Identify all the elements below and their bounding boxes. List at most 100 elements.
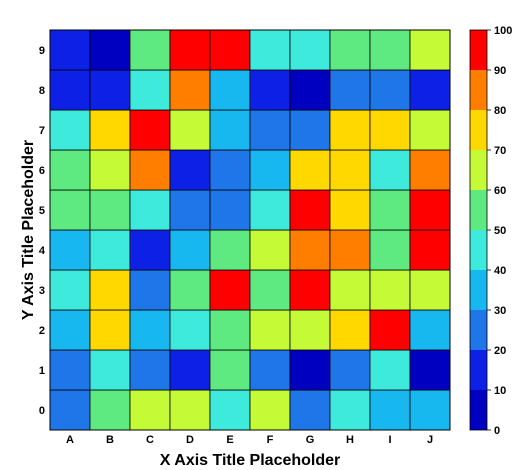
heatmap-cell-D-9 — [169, 29, 211, 71]
colorbar-tick-label: 80 — [494, 105, 506, 117]
heatmap-cell-E-9 — [209, 29, 251, 71]
y-tick-label: 3 — [39, 285, 45, 297]
plot-frame — [49, 29, 451, 431]
heatmap-cell-H-4 — [329, 229, 371, 271]
heatmap-cell-E-1 — [209, 349, 251, 391]
heatmap-cell-H-6 — [329, 149, 371, 191]
y-axis-title: Y Axis Title Placeholder — [20, 140, 37, 320]
heatmap-cell-H-8 — [329, 69, 371, 111]
heatmap-cell-A-9 — [49, 29, 91, 71]
heatmap-cell-A-4 — [49, 229, 91, 271]
heatmap-cell-A-8 — [49, 69, 91, 111]
x-tick-label: H — [346, 434, 354, 446]
colorbar-segment — [470, 70, 487, 110]
heatmap-cell-F-3 — [249, 269, 291, 311]
colorbar-tick-label: 90 — [494, 65, 506, 77]
heatmap-cell-G-2 — [289, 309, 331, 351]
heatmap-cell-H-3 — [329, 269, 371, 311]
x-tick-label: F — [267, 434, 274, 446]
heatmap-cell-G-6 — [289, 149, 331, 191]
heatmap-cell-J-3 — [409, 269, 451, 311]
colorbar-segment — [470, 190, 487, 230]
heatmap-cell-B-0 — [89, 389, 131, 431]
heatmap-cell-B-7 — [89, 109, 131, 151]
colorbar-tick-label: 30 — [494, 305, 506, 317]
heatmap-cell-E-2 — [209, 309, 251, 351]
colorbar-tick-label: 20 — [494, 345, 506, 357]
heatmap-cell-J-5 — [409, 189, 451, 231]
colorbar-segment — [470, 310, 487, 350]
heatmap-cell-D-0 — [169, 389, 211, 431]
heatmap-cell-H-9 — [329, 29, 371, 71]
heatmap-cell-C-2 — [129, 309, 171, 351]
colorbar-tick-label: 70 — [494, 145, 506, 157]
colorbar-segment — [470, 150, 487, 190]
colorbar-segment — [470, 270, 487, 310]
heatmap-cell-D-5 — [169, 189, 211, 231]
colorbar-segment — [470, 230, 487, 270]
heatmap-cell-F-2 — [249, 309, 291, 351]
heatmap-cell-F-6 — [249, 149, 291, 191]
heatmap-cell-I-7 — [369, 109, 411, 151]
colorbar-segment — [470, 390, 487, 430]
heatmap-cell-J-7 — [409, 109, 451, 151]
heatmap-cell-B-9 — [89, 29, 131, 71]
colorbar-tick-label: 60 — [494, 185, 506, 197]
y-tick-label: 7 — [39, 125, 45, 137]
heatmap-cell-C-5 — [129, 189, 171, 231]
colorbar-tick-label: 50 — [494, 225, 506, 237]
heatmap-cell-G-4 — [289, 229, 331, 271]
heatmap-cell-F-7 — [249, 109, 291, 151]
colorbar — [469, 29, 488, 431]
x-tick-label: J — [427, 434, 433, 446]
x-tick-labels: A B C D E F G H I J — [66, 434, 433, 446]
heatmap-cell-C-1 — [129, 349, 171, 391]
heatmap-cell-E-5 — [209, 189, 251, 231]
heatmap-cell-I-2 — [369, 309, 411, 351]
heatmap-cell-B-4 — [89, 229, 131, 271]
y-tick-label: 2 — [39, 325, 45, 337]
heatmap-cell-F-9 — [249, 29, 291, 71]
colorbar-tick-label: 100 — [494, 25, 512, 37]
heatmap-cell-C-7 — [129, 109, 171, 151]
heatmap-cell-A-6 — [49, 149, 91, 191]
heatmap-cell-B-2 — [89, 309, 131, 351]
heatmap-cell-G-0 — [289, 389, 331, 431]
heatmap-cell-F-1 — [249, 349, 291, 391]
colorbar-tick-label: 10 — [494, 385, 506, 397]
colorbar-tick-label: 40 — [494, 265, 506, 277]
heatmap-cell-C-0 — [129, 389, 171, 431]
x-axis-title: X Axis Title Placeholder — [160, 452, 341, 469]
heatmap-cell-E-4 — [209, 229, 251, 271]
heatmap-cell-G-3 — [289, 269, 331, 311]
colorbar-segment — [470, 110, 487, 150]
heatmap-cell-F-4 — [249, 229, 291, 271]
heatmap-cell-A-3 — [49, 269, 91, 311]
x-tick-label: A — [66, 434, 74, 446]
heatmap-cell-B-8 — [89, 69, 131, 111]
y-tick-label: 5 — [39, 205, 45, 217]
heatmap-cell-A-7 — [49, 109, 91, 151]
heatmap-cell-E-0 — [209, 389, 251, 431]
heatmap-cell-C-3 — [129, 269, 171, 311]
y-tick-label: 4 — [39, 245, 46, 257]
y-tick-label: 8 — [39, 85, 45, 97]
heatmap-cell-B-3 — [89, 269, 131, 311]
heatmap-cell-B-5 — [89, 189, 131, 231]
x-tick-label: I — [388, 434, 391, 446]
heatmap-cell-G-5 — [289, 189, 331, 231]
heatmap-cell-D-6 — [169, 149, 211, 191]
heatmap-cell-D-4 — [169, 229, 211, 271]
heatmap-cell-E-7 — [209, 109, 251, 151]
heatmap-cell-G-1 — [289, 349, 331, 391]
heatmap-cell-B-1 — [89, 349, 131, 391]
x-tick-label: G — [306, 434, 315, 446]
heatmap-cell-E-6 — [209, 149, 251, 191]
colorbar-tick-label: 0 — [494, 425, 500, 437]
heatmap-cell-C-9 — [129, 29, 171, 71]
heatmap-cell-A-0 — [49, 389, 91, 431]
heatmap-cell-D-3 — [169, 269, 211, 311]
heatmap-cell-E-3 — [209, 269, 251, 311]
